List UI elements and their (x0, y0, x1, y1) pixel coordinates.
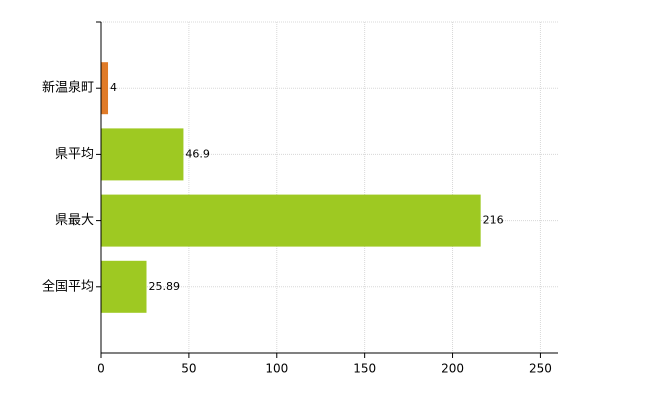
y-tick-label: 全国平均 (42, 278, 94, 294)
x-tick-label: 100 (265, 362, 288, 376)
y-tick-label: 新温泉町 (42, 80, 94, 96)
x-tick-label: 50 (181, 362, 196, 376)
bar (101, 128, 184, 181)
value-label: 216 (483, 214, 504, 227)
x-tick-label: 250 (529, 362, 552, 376)
y-tick-label: 県最大 (55, 213, 94, 228)
value-label: 46.9 (185, 147, 210, 160)
bar (101, 194, 481, 247)
x-tick-label: 200 (441, 362, 464, 376)
bar (101, 260, 147, 313)
y-tick-label: 県平均 (55, 147, 94, 162)
value-label: 25.89 (149, 280, 181, 293)
bar (101, 62, 109, 115)
value-label: 4 (110, 81, 117, 94)
x-tick-label: 0 (97, 362, 105, 376)
x-tick-label: 150 (353, 362, 376, 376)
